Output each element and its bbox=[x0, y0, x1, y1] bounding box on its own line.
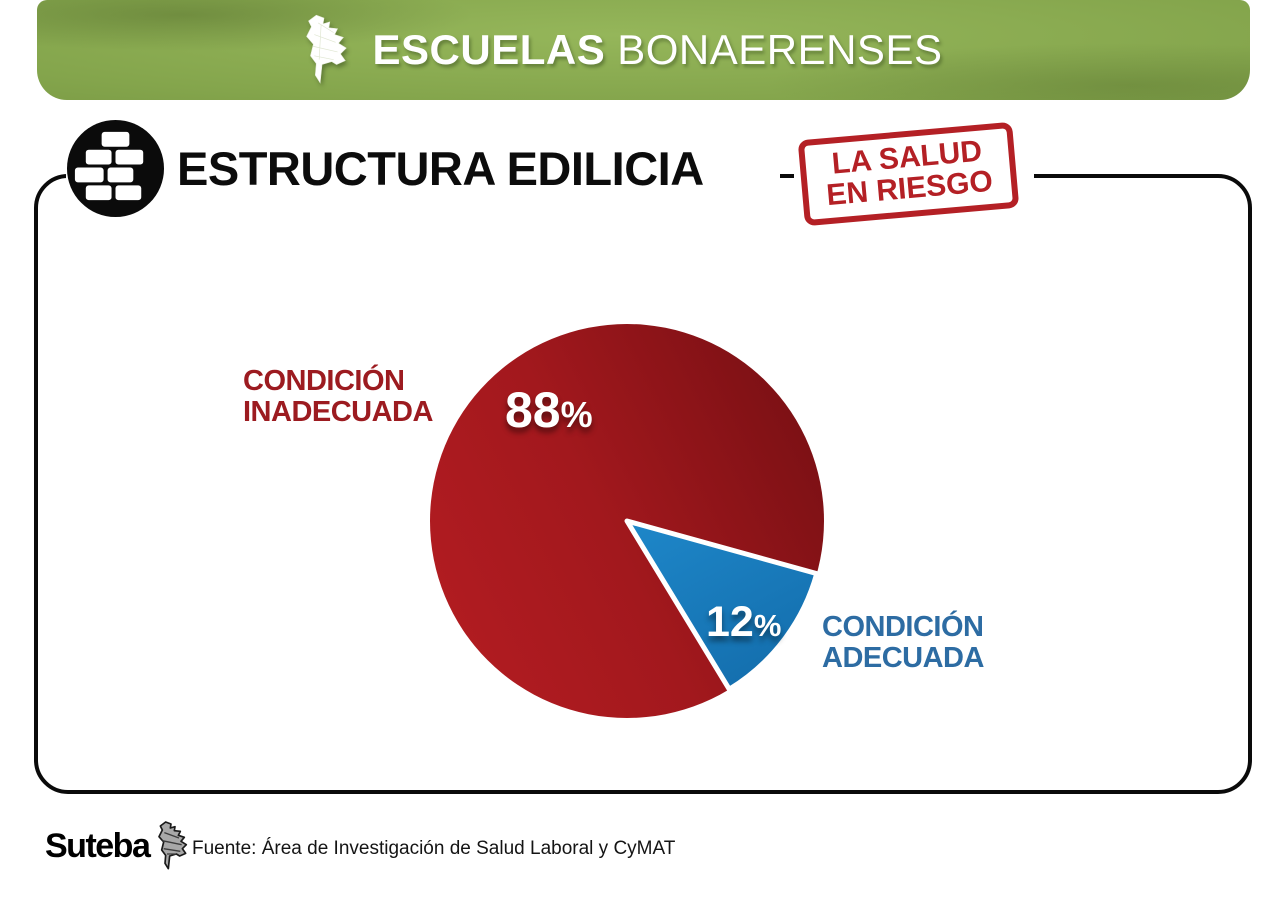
pie-slice-adequate bbox=[624, 518, 820, 692]
value-adequate: 12% bbox=[706, 598, 781, 647]
label-inadequate-line2: INADECUADA bbox=[243, 395, 433, 428]
value-adequate-percent-sign: % bbox=[753, 608, 782, 643]
suteba-logo-text: Suteba bbox=[45, 826, 151, 865]
label-adequate-line1: CONDICIÓN bbox=[822, 611, 984, 643]
label-inadequate-line1: CONDICIÓN bbox=[243, 365, 405, 397]
page-title-bold: ESCUELAS bbox=[372, 26, 606, 73]
buenos-aires-map-icon bbox=[305, 14, 347, 84]
section-title-row: ESTRUCTURA EDILICIA bbox=[66, 119, 716, 218]
label-adequate: CONDICIÓN ADECUADA bbox=[822, 612, 984, 673]
label-inadequate: CONDICIÓN INADECUADA bbox=[243, 366, 433, 427]
page-title: ESCUELAS BONAERENSES bbox=[373, 26, 943, 74]
pie-chart bbox=[430, 324, 824, 718]
value-inadequate-percent-sign: % bbox=[560, 394, 593, 435]
brick-wall-icon bbox=[66, 119, 165, 218]
section-title: ESTRUCTURA EDILICIA bbox=[167, 135, 716, 202]
header-banner: ESCUELAS BONAERENSES bbox=[37, 0, 1250, 100]
source-note: Fuente: Área de Investigación de Salud L… bbox=[192, 838, 676, 859]
value-inadequate-number: 88 bbox=[505, 382, 561, 438]
header-content: ESCUELAS BONAERENSES bbox=[295, 13, 943, 87]
value-adequate-number: 12 bbox=[706, 598, 754, 646]
suteba-map-icon bbox=[158, 821, 188, 870]
label-adequate-line2: ADECUADA bbox=[822, 641, 984, 674]
page-title-light: BONAERENSES bbox=[617, 26, 943, 73]
value-inadequate: 88% bbox=[505, 381, 593, 439]
suteba-logo: Suteba bbox=[45, 820, 191, 872]
